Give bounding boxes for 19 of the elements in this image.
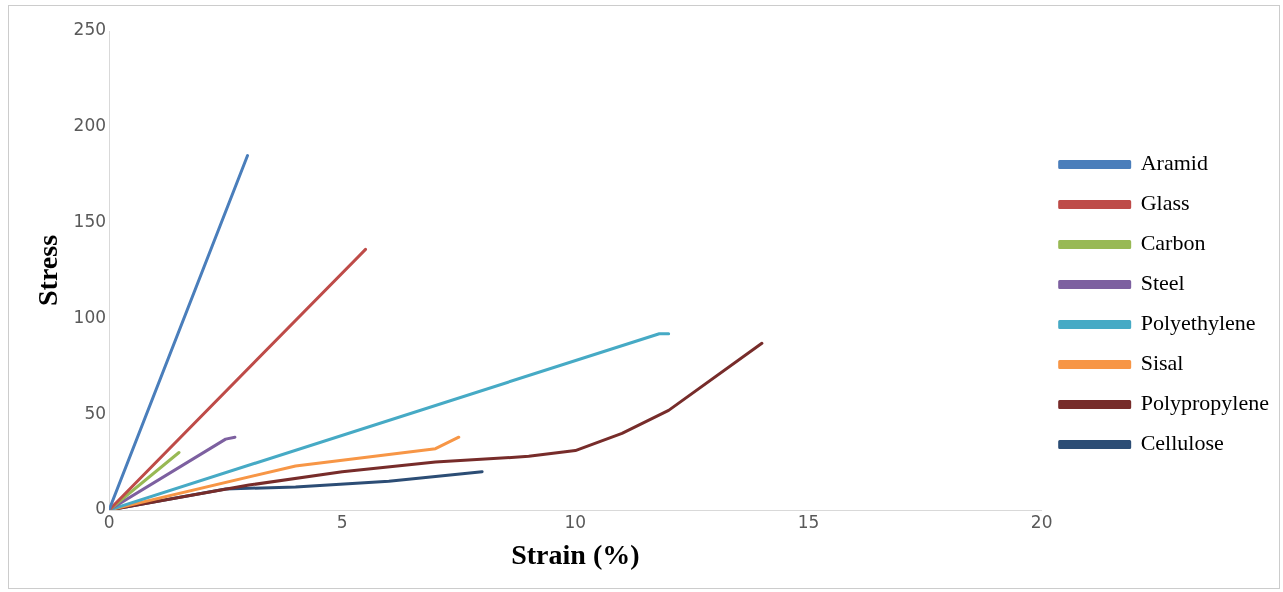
legend-label: Steel: [1140, 270, 1185, 296]
y-tick-label: 50: [84, 402, 107, 423]
x-tick-label: 5: [336, 511, 348, 532]
y-axis-title: Stress: [32, 234, 64, 307]
legend-label: Glass: [1140, 190, 1190, 216]
x-tick-label: 15: [797, 511, 820, 532]
legend-label: Polyethylene: [1140, 310, 1256, 336]
y-tick-label: 150: [73, 211, 107, 232]
y-tick-label: 200: [73, 115, 107, 136]
legend-label: Carbon: [1140, 230, 1206, 256]
y-tick-label: 100: [73, 306, 107, 327]
legend-label: Cellulose: [1140, 430, 1224, 456]
x-axis-title: Strain (%): [511, 539, 640, 571]
legend-label: Sisal: [1140, 350, 1184, 376]
legend-label: Polypropylene: [1140, 390, 1270, 416]
x-tick-label: 20: [1030, 511, 1053, 532]
legend-label: Aramid: [1140, 150, 1208, 176]
x-tick-label: 10: [564, 511, 587, 532]
y-tick-label: 250: [73, 19, 107, 40]
